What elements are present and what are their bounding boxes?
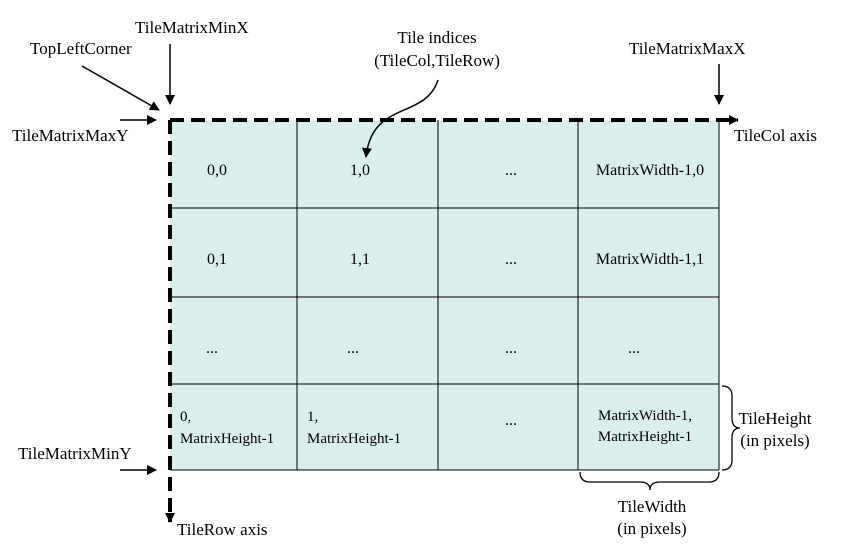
tile-grid-background <box>170 120 719 470</box>
cell-label: 1,1 <box>350 251 370 268</box>
cell-label: ... <box>505 251 517 268</box>
cell-label: ... <box>505 340 517 357</box>
cell-label-line1: 0, <box>180 409 191 425</box>
label-tilematrixmaxx: TileMatrixMaxX <box>629 39 746 58</box>
cell-label-line2: MatrixHeight-1 <box>180 431 274 447</box>
cell-label: ... <box>505 162 517 179</box>
label-tilerow-axis: TileRow axis <box>177 520 268 539</box>
cell-label: MatrixWidth-1,1 <box>596 251 704 268</box>
cell-label-line2: MatrixHeight-1 <box>307 431 401 447</box>
tile-indices-arrow <box>361 79 439 158</box>
label-tilecol-axis: TileCol axis <box>734 126 817 145</box>
tilewidth-brace <box>579 471 720 491</box>
grid-lines <box>170 120 720 471</box>
label-tilewidth-line2: (in pixels) <box>617 519 686 538</box>
cell-label: ... <box>628 340 640 357</box>
cell-label: 0,0 <box>207 162 227 179</box>
tileheight-brace <box>721 385 741 471</box>
label-tileheight-line1: TileHeight <box>738 409 811 428</box>
cell-label-line1: MatrixWidth-1, <box>598 408 692 424</box>
label-tilematrixminx: TileMatrixMinX <box>135 18 249 37</box>
label-tile-indices-line1: Tile indices <box>397 28 476 47</box>
cell-label: MatrixWidth-1,0 <box>596 162 704 179</box>
topleftcorner-arrow <box>81 65 160 111</box>
label-tilematrixminy: TileMatrixMinY <box>18 444 132 463</box>
label-tileheight-line2: (in pixels) <box>740 431 809 450</box>
label-tilematrixmaxy: TileMatrixMaxY <box>12 126 129 145</box>
label-tile-indices-line2: (TileCol,TileRow) <box>374 51 500 70</box>
label-tilewidth-line1: TileWidth <box>618 497 687 516</box>
cell-label: ... <box>206 340 218 357</box>
label-topleftcorner: TopLeftCorner <box>30 39 132 58</box>
cell-label: ... <box>347 340 359 357</box>
cell-label-line1: 1, <box>307 409 318 425</box>
cell-label: 0,1 <box>207 251 227 268</box>
cell-label-line2: MatrixHeight-1 <box>598 429 692 445</box>
cell-label: 1,0 <box>350 162 370 179</box>
cell-label: ... <box>505 412 517 429</box>
